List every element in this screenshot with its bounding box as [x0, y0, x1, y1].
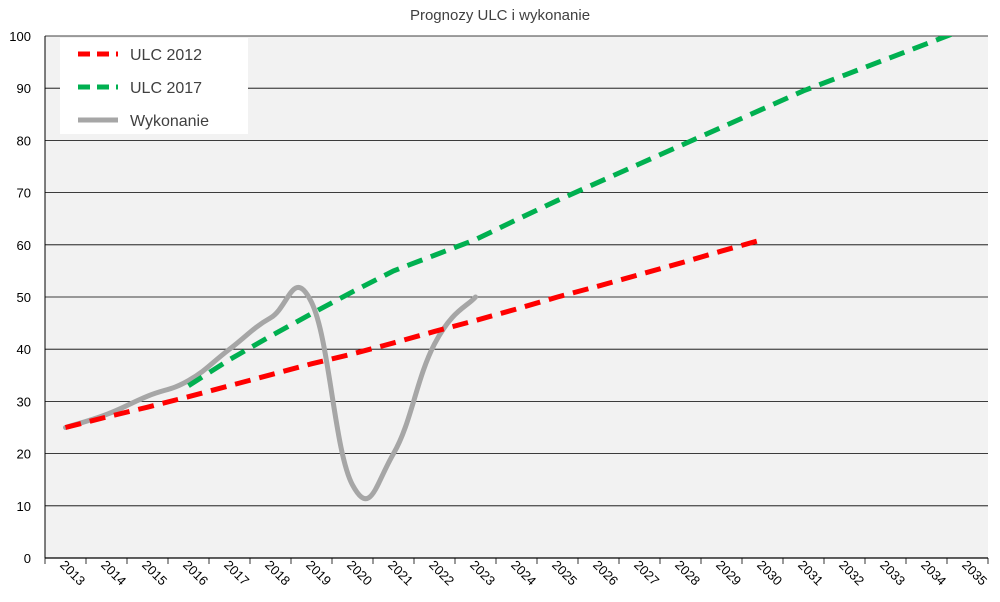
series-line-wykonanie	[63, 285, 478, 502]
y-tick-label: 100	[9, 29, 31, 44]
gridlines	[44, 35, 988, 559]
y-tick-label: 80	[17, 133, 31, 148]
y-tick-label: 10	[17, 499, 31, 514]
y-tick-label: 30	[17, 394, 31, 409]
legend-label: ULC 2017	[130, 80, 202, 97]
y-tick-label: 20	[17, 447, 31, 462]
legend: ULC 2012 ULC 2017 Wykonanie	[60, 38, 248, 134]
y-tick-label: 40	[17, 342, 31, 357]
legend-label: Wykonanie	[130, 113, 209, 130]
series-layer	[63, 36, 955, 502]
y-tick-label: 90	[17, 81, 31, 96]
series-line-ulc-2012	[64, 237, 764, 430]
y-tick-label: 70	[17, 186, 31, 201]
legend-label: ULC 2012	[130, 47, 202, 64]
y-tick-label: 50	[17, 290, 31, 305]
y-tick-label: 60	[17, 238, 31, 253]
chart-title: Prognozy ULC i wykonanie	[410, 7, 590, 24]
y-tick-label: 0	[24, 551, 31, 566]
y-axis-ticks: 0 10 20 30 40 50 60 70 80 90 100	[9, 29, 31, 566]
series-line-ulc-2017	[187, 36, 955, 388]
